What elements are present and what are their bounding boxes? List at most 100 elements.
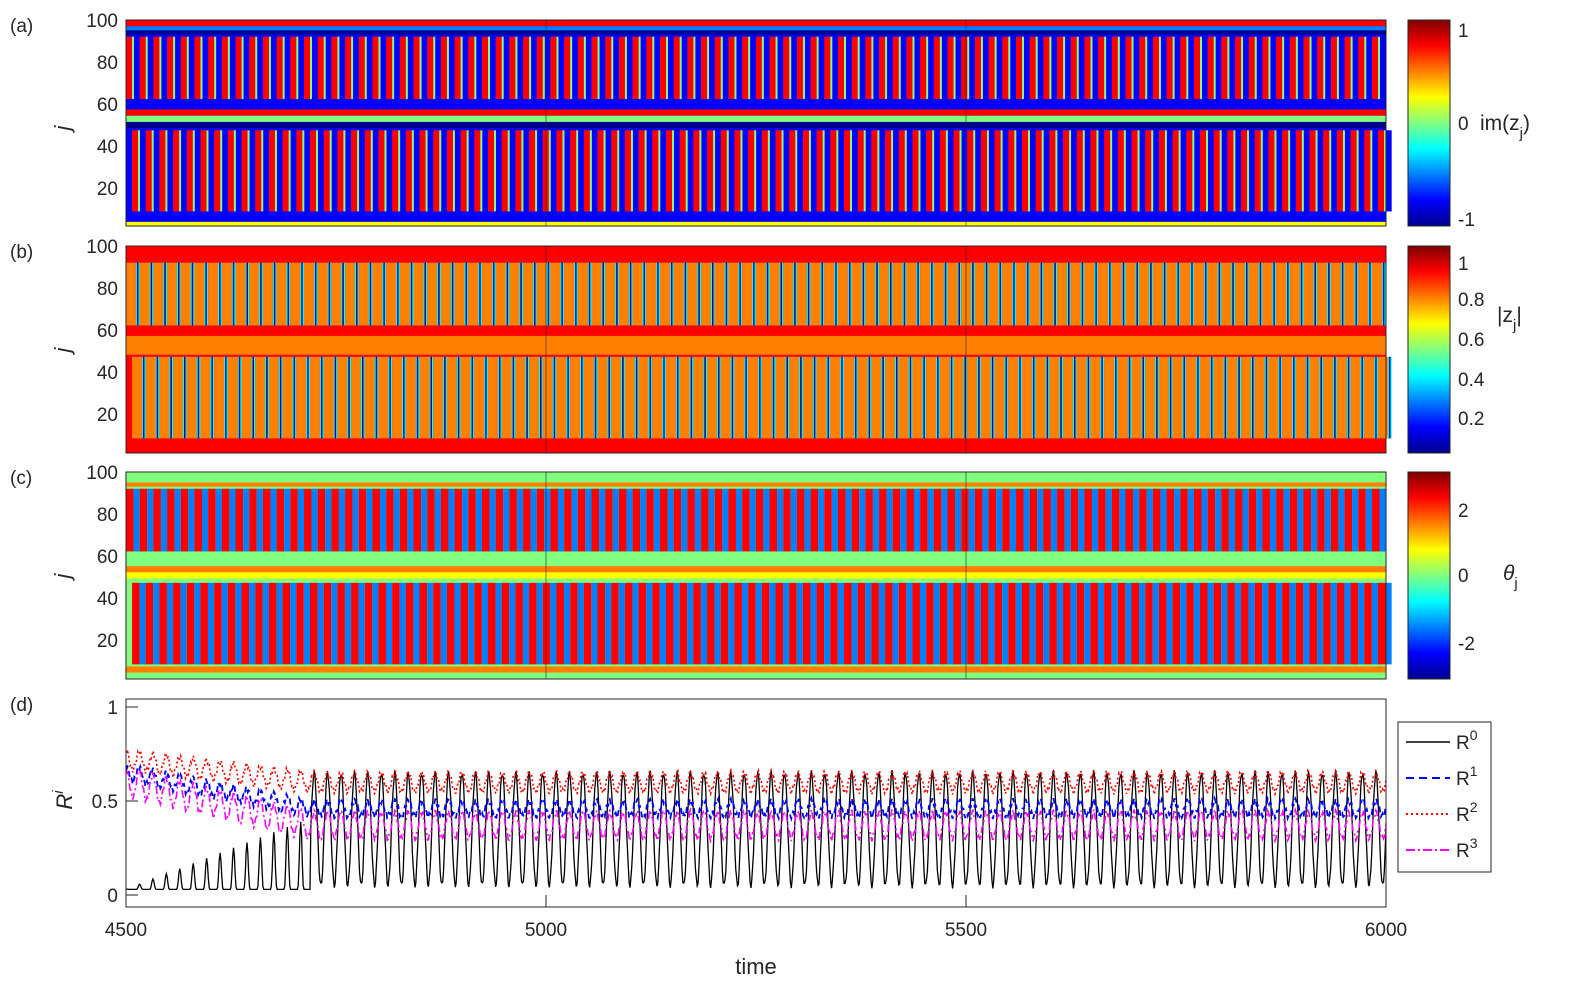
x-ticks: 4500 5000 5500 6000 bbox=[105, 895, 1407, 941]
stripe-a bbox=[145, 130, 153, 212]
stripe-c bbox=[1275, 582, 1283, 665]
stripe-a bbox=[207, 130, 215, 212]
stripe-b bbox=[145, 356, 156, 439]
cb-c-tick-2: 2 bbox=[1458, 501, 1469, 522]
stripe-b bbox=[351, 356, 361, 439]
stripe-c bbox=[474, 582, 482, 665]
axes-frame-c bbox=[125, 471, 1387, 680]
stripe-b bbox=[1139, 262, 1150, 326]
stripe-a bbox=[666, 36, 674, 100]
stripe-a bbox=[357, 130, 365, 212]
legend: R0 R1 R2 R3 bbox=[1397, 721, 1492, 873]
stripe-b bbox=[1029, 262, 1040, 326]
stripe-b bbox=[564, 262, 575, 326]
stripe-b bbox=[1040, 262, 1043, 326]
stripe-b bbox=[567, 356, 569, 439]
stripe-b bbox=[191, 262, 194, 326]
stripe-a bbox=[221, 36, 229, 100]
stripe-b bbox=[761, 356, 772, 439]
stripe-a bbox=[1227, 36, 1230, 100]
stripe-c bbox=[262, 488, 271, 552]
stripe-b bbox=[542, 356, 553, 439]
stripe-b bbox=[556, 356, 567, 439]
stripe-c bbox=[1119, 488, 1126, 552]
stripe-b bbox=[526, 356, 528, 439]
stripe-b bbox=[221, 262, 232, 326]
stripe-c bbox=[1241, 582, 1249, 665]
stripe-a bbox=[713, 130, 721, 212]
stripe-c bbox=[1248, 582, 1255, 665]
stripe-b bbox=[879, 262, 889, 326]
stripe-c bbox=[393, 488, 400, 552]
stripe-b bbox=[670, 262, 673, 326]
stripe-b bbox=[1238, 356, 1240, 439]
stripe-c bbox=[1193, 488, 1202, 552]
stripe-a bbox=[1364, 130, 1372, 212]
stripe-c bbox=[1125, 582, 1132, 665]
stripe-a bbox=[1049, 130, 1057, 212]
stripe-b bbox=[540, 356, 542, 439]
stripe-a bbox=[564, 36, 571, 100]
stripe-c bbox=[996, 488, 1003, 552]
stripe-c bbox=[503, 488, 510, 552]
stripe-c bbox=[1201, 488, 1208, 552]
stripe-c bbox=[297, 488, 304, 552]
stripe-a bbox=[604, 130, 612, 212]
stripe-b bbox=[1300, 262, 1303, 326]
stripe-a bbox=[1309, 36, 1312, 100]
stripe-b bbox=[386, 262, 397, 326]
stripe-a bbox=[370, 130, 373, 212]
stripe-a bbox=[562, 130, 565, 212]
stripe-c bbox=[749, 488, 756, 552]
stripe-b bbox=[1350, 356, 1361, 439]
stripe-a bbox=[789, 130, 797, 212]
stripe-c bbox=[323, 582, 332, 665]
stripe-a bbox=[378, 36, 381, 100]
stripe-a bbox=[488, 36, 491, 100]
stripe-c bbox=[1117, 582, 1126, 665]
stripe-b bbox=[588, 262, 591, 326]
stripe-c bbox=[1338, 488, 1345, 552]
stripe-b bbox=[238, 356, 241, 439]
stripe-a bbox=[1096, 130, 1099, 212]
stripe-c bbox=[536, 488, 545, 552]
stripe-a bbox=[898, 130, 906, 212]
stripe-a bbox=[1200, 36, 1208, 100]
stripe-c bbox=[1133, 488, 1140, 552]
stripe-a bbox=[303, 36, 311, 100]
stripe-c bbox=[448, 488, 455, 552]
stripe-b bbox=[802, 356, 813, 439]
stripe-b bbox=[622, 356, 624, 439]
stripe-b bbox=[1204, 262, 1207, 326]
stripe-b bbox=[515, 356, 526, 439]
stripe-c bbox=[550, 488, 558, 552]
stripe-c bbox=[249, 488, 257, 552]
stripe-c bbox=[1125, 488, 1134, 552]
stripe-a bbox=[959, 130, 962, 212]
stripe-c bbox=[919, 582, 927, 665]
stripe-a bbox=[529, 130, 536, 212]
stripe-b bbox=[917, 262, 919, 326]
stripe-b bbox=[892, 262, 903, 326]
stripe-c bbox=[495, 582, 502, 665]
stripe-b bbox=[249, 262, 260, 326]
stripe-c bbox=[495, 488, 504, 552]
stripe-b bbox=[991, 356, 994, 439]
stripe-c bbox=[927, 488, 934, 552]
stripe-a bbox=[879, 36, 886, 100]
stripe-c bbox=[556, 582, 564, 665]
stripe-c bbox=[912, 582, 920, 665]
stripe-b bbox=[684, 262, 687, 326]
stripe-a bbox=[329, 130, 332, 212]
xtick-5500: 5500 bbox=[945, 920, 987, 941]
stripe-b bbox=[1334, 356, 1336, 439]
stripe-c bbox=[276, 488, 285, 552]
stripe-c bbox=[777, 488, 784, 552]
stripe-c bbox=[714, 488, 723, 552]
stripe-a bbox=[1082, 130, 1085, 212]
stripe-c bbox=[454, 488, 463, 552]
stripe-c bbox=[700, 582, 708, 665]
stripe-a bbox=[522, 130, 530, 212]
stripe-a bbox=[460, 36, 463, 100]
stripe-c bbox=[215, 488, 222, 552]
